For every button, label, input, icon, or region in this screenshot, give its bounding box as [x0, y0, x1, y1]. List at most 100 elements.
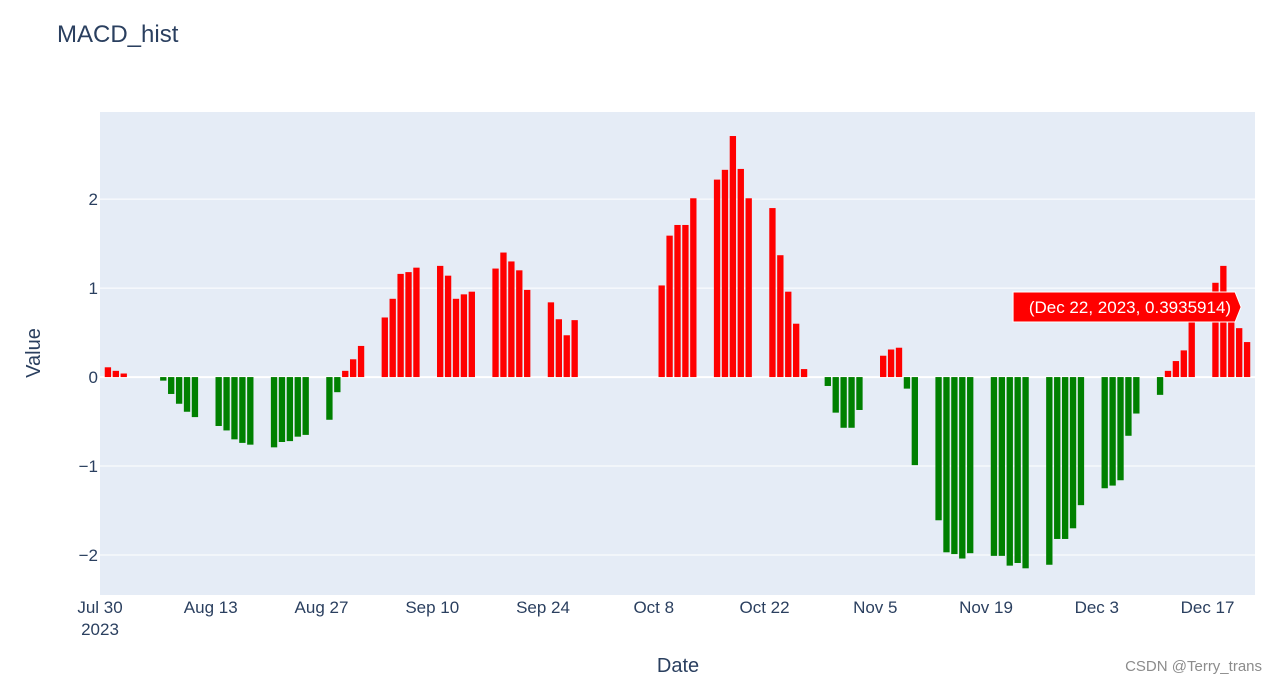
x-tick-label: Dec 3: [1075, 598, 1119, 617]
bar: [239, 377, 246, 443]
bar: [777, 255, 784, 378]
bar: [998, 377, 1006, 556]
hover-tooltip: (Dec 22, 2023, 0.3935914): [1012, 291, 1242, 323]
bar: [1077, 377, 1085, 506]
x-tick-label: Aug 13: [184, 598, 238, 617]
x-axis-title: Date: [657, 655, 699, 677]
bar: [1109, 377, 1116, 486]
bar: [951, 377, 958, 555]
bar: [800, 369, 808, 378]
bar: [405, 272, 412, 378]
y-tick-label: 0: [89, 368, 98, 387]
bar: [302, 377, 309, 435]
bar: [1188, 318, 1195, 378]
bar-series: [104, 136, 1251, 569]
bar: [223, 377, 230, 431]
bar: [935, 377, 942, 521]
bar: [690, 198, 697, 378]
bar: [713, 179, 721, 378]
bar: [452, 298, 460, 378]
bar: [903, 377, 911, 389]
bar: [444, 275, 452, 378]
bar: [721, 169, 729, 378]
bar: [270, 377, 278, 448]
bar: [381, 317, 388, 378]
bar: [1180, 350, 1187, 378]
bar: [500, 252, 507, 378]
bar: [1006, 377, 1013, 566]
bar: [342, 370, 349, 378]
bar: [911, 377, 918, 466]
bar: [334, 377, 341, 393]
x-axis-ticks: Jul 30 2023 Aug 13 Aug 27 Sep 10 Sep 24 Oct 8 O…: [77, 598, 1234, 639]
x-tick-label: Oct 22: [739, 598, 789, 617]
chart-title: MACD_hist: [57, 21, 179, 48]
y-tick-label: 2: [89, 190, 98, 209]
bar: [840, 377, 847, 428]
bar: [183, 377, 191, 412]
bar: [1156, 377, 1164, 395]
bar: [555, 319, 562, 378]
bar: [437, 265, 444, 378]
bar: [1164, 370, 1172, 378]
bar: [1046, 377, 1053, 565]
bar: [832, 377, 839, 413]
bar: [1172, 361, 1180, 378]
bar: [492, 268, 499, 378]
bar: [1117, 377, 1124, 481]
hover-tooltip-text: (Dec 22, 2023, 0.3935914): [1029, 298, 1231, 317]
bar: [674, 224, 681, 378]
bar: [848, 377, 855, 428]
bar: [1022, 377, 1029, 569]
bar: [397, 273, 404, 378]
bar: [1125, 377, 1132, 436]
bar: [357, 345, 365, 378]
bar: [729, 136, 737, 378]
bar: [1061, 377, 1069, 539]
y-tick-label: −1: [79, 457, 98, 476]
bar: [1236, 328, 1243, 378]
bar: [745, 198, 752, 378]
bar: [571, 320, 578, 378]
x-tick-label: Nov 5: [853, 598, 897, 617]
x-tick-sublabel: 2023: [81, 620, 119, 639]
bar: [887, 349, 895, 378]
bar: [1228, 302, 1235, 378]
bar: [737, 168, 744, 378]
x-tick-label: Sep 24: [516, 598, 570, 617]
bar: [468, 291, 475, 378]
bar: [1133, 377, 1140, 414]
bar: [785, 291, 792, 378]
bar: [856, 377, 863, 410]
bar: [215, 377, 222, 426]
bar: [104, 367, 112, 378]
bar: [160, 377, 167, 381]
bar: [191, 377, 199, 418]
bar: [1101, 377, 1108, 489]
bar: [508, 261, 515, 378]
hover-tooltip-box: [1012, 291, 1242, 323]
bar: [1014, 377, 1021, 563]
y-axis-title: Value: [23, 328, 45, 378]
bar: [793, 323, 800, 378]
bar: [990, 377, 998, 556]
watermark: CSDN @Terry_trans: [1125, 658, 1262, 675]
bar: [168, 377, 175, 394]
y-tick-label: 1: [89, 279, 98, 298]
x-tick-label: Nov 19: [959, 598, 1013, 617]
bar: [524, 289, 531, 378]
bar: [286, 377, 294, 442]
x-tick-label: Dec 17: [1181, 598, 1235, 617]
bar: [880, 355, 887, 378]
bar: [278, 377, 286, 442]
x-tick-label: Oct 8: [633, 598, 674, 617]
bar: [1212, 282, 1219, 378]
y-axis-ticks: −2 −1 0 1 2: [79, 190, 98, 565]
bar: [959, 377, 966, 559]
bar: [563, 335, 570, 378]
bar: [294, 377, 301, 437]
x-tick-label: Jul 30: [77, 598, 122, 617]
bar: [120, 373, 127, 378]
bar: [326, 377, 333, 420]
